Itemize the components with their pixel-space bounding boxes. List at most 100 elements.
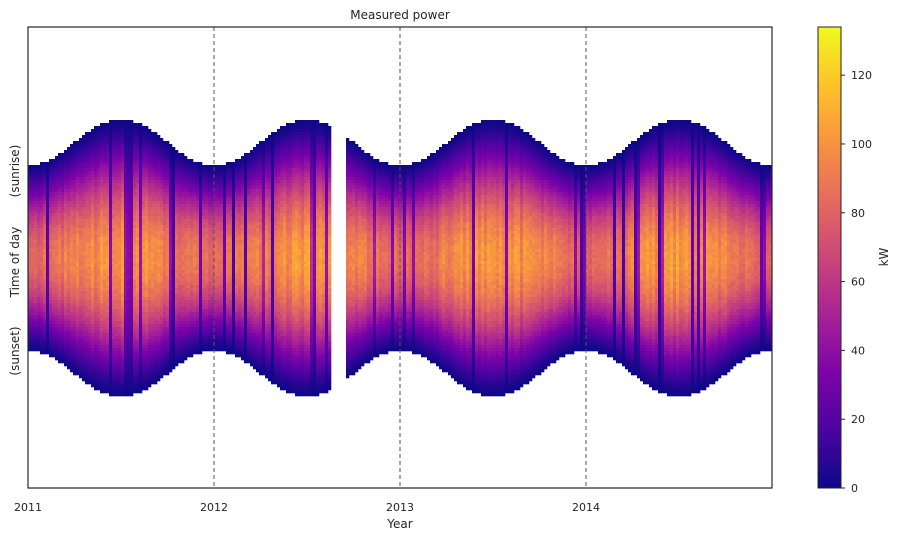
heatmap-cell: [118, 123, 122, 127]
heatmap-cell: [220, 165, 224, 169]
heatmap-cell: [40, 189, 44, 193]
heatmap-cell: [43, 297, 47, 301]
heatmap-cell: [121, 315, 125, 319]
heatmap-cell: [97, 144, 101, 148]
heatmap-cell: [49, 207, 53, 211]
heatmap-cell: [46, 300, 50, 304]
heatmap-cell: [208, 288, 212, 292]
heatmap-cell: [64, 249, 68, 253]
heatmap-cell: [115, 234, 119, 238]
heatmap-cell: [196, 327, 200, 331]
heatmap-cell: [112, 225, 116, 229]
heatmap-cell: [67, 249, 71, 253]
heatmap-cell: [157, 207, 161, 211]
heatmap-cell: [103, 246, 107, 250]
heatmap-cell: [154, 264, 158, 268]
heatmap-cell: [46, 216, 50, 220]
heatmap-cell: [55, 315, 59, 319]
heatmap-cell: [142, 384, 146, 388]
heatmap-cell: [142, 234, 146, 238]
heatmap-cell: [190, 351, 194, 355]
heatmap-cell: [43, 219, 47, 223]
heatmap-cell: [61, 348, 65, 352]
heatmap-cell: [58, 300, 62, 304]
heatmap-cell: [109, 153, 113, 157]
heatmap-cell: [106, 219, 110, 223]
heatmap-cell: [28, 300, 32, 304]
heatmap-cell: [130, 183, 134, 187]
heatmap-cell: [34, 192, 38, 196]
heatmap-cell: [112, 234, 116, 238]
heatmap-cell: [151, 372, 155, 376]
heatmap-cell: [88, 282, 92, 286]
heatmap-cell: [214, 348, 218, 352]
heatmap-cell: [127, 384, 131, 388]
heatmap-cell: [181, 354, 185, 358]
heatmap-cell: [106, 297, 110, 301]
heatmap-cell: [70, 216, 74, 220]
heatmap-cell: [145, 246, 149, 250]
heatmap-cell: [115, 249, 119, 253]
heatmap-cell: [28, 294, 32, 298]
heatmap-cell: [130, 249, 134, 253]
heatmap-cell: [112, 150, 116, 154]
heatmap-cell: [67, 276, 71, 280]
heatmap-cell: [130, 138, 134, 142]
heatmap-cell: [88, 297, 92, 301]
heatmap-cell: [124, 264, 128, 268]
heatmap-cell: [208, 213, 212, 217]
heatmap-cell: [100, 366, 104, 370]
heatmap-cell: [148, 258, 152, 262]
heatmap-cell: [58, 276, 62, 280]
heatmap-cell: [178, 258, 182, 262]
heatmap-cell: [82, 246, 86, 250]
heatmap-cell: [154, 186, 158, 190]
heatmap-cell: [133, 333, 137, 337]
heatmap-cell: [34, 258, 38, 262]
heatmap-cell: [61, 162, 65, 166]
heatmap-cell: [127, 297, 131, 301]
heatmap-cell: [163, 222, 167, 226]
heatmap-cell: [214, 207, 218, 211]
heatmap-cell: [145, 195, 149, 199]
heatmap-cell: [220, 186, 224, 190]
heatmap-cell: [94, 153, 98, 157]
heatmap-cell: [163, 300, 167, 304]
heatmap-cell: [55, 357, 59, 361]
heatmap-cell: [40, 225, 44, 229]
heatmap-cell: [214, 192, 218, 196]
heatmap-cell: [196, 231, 200, 235]
heatmap-cell: [196, 222, 200, 226]
heatmap-cell: [151, 210, 155, 214]
heatmap-cell: [55, 246, 59, 250]
heatmap-cell: [103, 177, 107, 181]
heatmap-cell: [109, 126, 113, 130]
heatmap-cell: [94, 300, 98, 304]
heatmap-cell: [88, 378, 92, 382]
heatmap-cell: [97, 264, 101, 268]
heatmap-cell: [190, 216, 194, 220]
heatmap-cell: [136, 171, 140, 175]
heatmap-cell: [94, 372, 98, 376]
heatmap-cell: [88, 381, 92, 385]
heatmap-cell: [40, 237, 44, 241]
heatmap-cell: [124, 390, 128, 394]
heatmap-cell: [103, 210, 107, 214]
heatmap-cell: [76, 354, 80, 358]
heatmap-cell: [58, 234, 62, 238]
heatmap-cell: [136, 285, 140, 289]
heatmap-cell: [148, 333, 152, 337]
heatmap-cell: [49, 228, 53, 232]
heatmap-cell: [76, 207, 80, 211]
heatmap-cell: [46, 249, 50, 253]
heatmap-cell: [190, 165, 194, 169]
heatmap-cell: [160, 213, 164, 217]
heatmap-cell: [154, 165, 158, 169]
heatmap-cell: [178, 171, 182, 175]
heatmap-cell: [85, 270, 89, 274]
heatmap-cell: [133, 180, 137, 184]
heatmap-cell: [85, 312, 89, 316]
heatmap-cell: [202, 282, 206, 286]
heatmap-cell: [214, 255, 218, 259]
heatmap-cell: [190, 279, 194, 283]
